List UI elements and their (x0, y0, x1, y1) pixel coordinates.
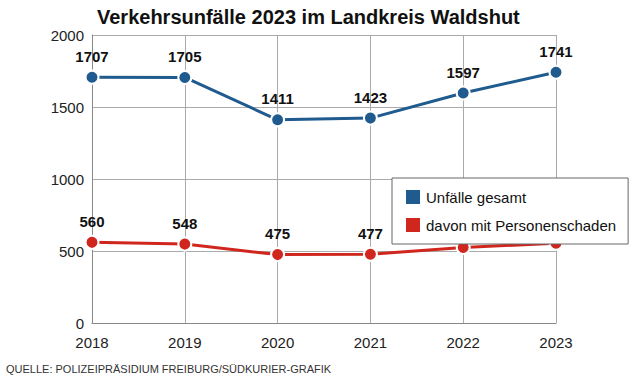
svg-text:1705: 1705 (168, 48, 201, 65)
svg-text:QUELLE: POLIZEIPRÄSIDIUM FREIB: QUELLE: POLIZEIPRÄSIDIUM FREIBURG/SÜDKUR… (6, 363, 332, 375)
svg-text:2020: 2020 (261, 334, 294, 351)
svg-text:2022: 2022 (447, 334, 480, 351)
svg-text:1707: 1707 (75, 48, 108, 65)
svg-text:1741: 1741 (539, 43, 572, 60)
svg-text:davon mit Personenschaden: davon mit Personenschaden (426, 217, 616, 234)
svg-text:1411: 1411 (261, 90, 294, 107)
svg-text:475: 475 (265, 225, 290, 242)
svg-text:0: 0 (76, 315, 84, 332)
svg-text:Verkehrsunfälle 2023 im Landkr: Verkehrsunfälle 2023 im Landkreis Waldsh… (97, 6, 520, 28)
svg-text:2018: 2018 (75, 334, 108, 351)
svg-text:1000: 1000 (51, 171, 84, 188)
svg-text:1423: 1423 (354, 89, 387, 106)
svg-text:1597: 1597 (447, 64, 480, 81)
svg-text:2000: 2000 (51, 27, 84, 44)
svg-text:Unfälle gesamt: Unfälle gesamt (426, 189, 527, 206)
svg-text:477: 477 (358, 225, 383, 242)
svg-text:560: 560 (79, 213, 104, 230)
svg-text:2019: 2019 (168, 334, 201, 351)
svg-text:2021: 2021 (354, 334, 387, 351)
svg-text:1500: 1500 (51, 99, 84, 116)
svg-text:500: 500 (59, 243, 84, 260)
svg-text:548: 548 (172, 215, 197, 232)
svg-text:2023: 2023 (539, 334, 572, 351)
